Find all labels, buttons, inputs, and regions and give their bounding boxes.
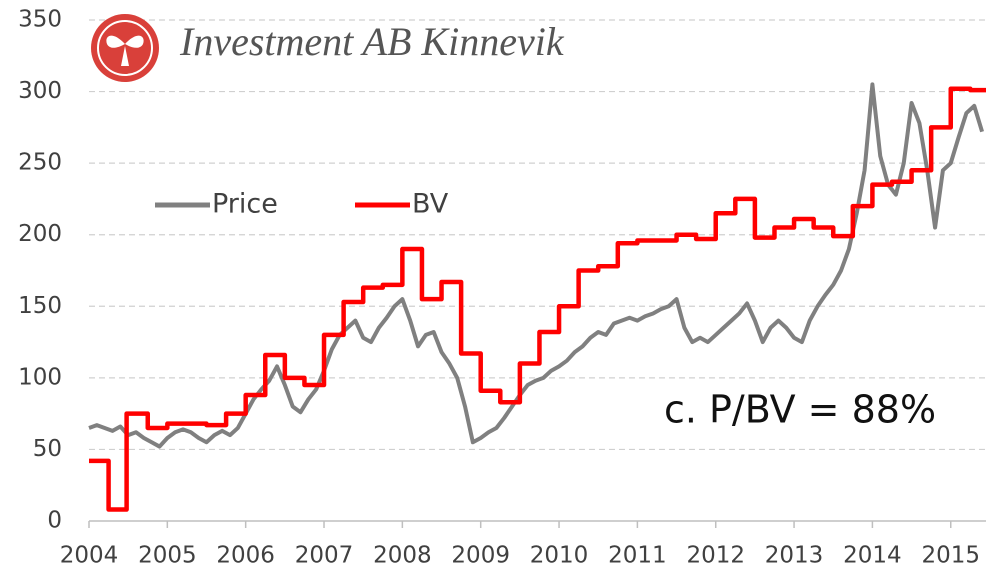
x-tick-label: 2014 — [843, 543, 902, 569]
y-tick-label: 150 — [18, 293, 62, 319]
x-tick-label: 2006 — [216, 543, 275, 569]
series-line — [88, 82, 984, 449]
series-line — [89, 86, 986, 512]
x-tick-label: 2007 — [295, 543, 354, 569]
logo — [91, 14, 159, 82]
x-tick-label: 2008 — [373, 543, 432, 569]
logo-ring — [97, 20, 153, 76]
chart-title: Investment AB Kinnevik — [179, 19, 565, 64]
x-tick-label: 2009 — [451, 543, 510, 569]
x-tick-label: 2010 — [530, 543, 589, 569]
x-tick-label: 2015 — [921, 543, 980, 569]
legend-label: BV — [412, 189, 449, 220]
annotation: c. P/BV = 88% — [664, 388, 936, 432]
y-tick-label: 200 — [18, 221, 62, 247]
legend-label: Price — [212, 189, 278, 220]
y-tick-label: 250 — [18, 150, 62, 176]
logo-symbol — [106, 35, 144, 66]
y-tick-label: 50 — [33, 436, 62, 462]
x-tick-label: 2013 — [765, 543, 824, 569]
x-tick-label: 2005 — [138, 543, 197, 569]
y-tick-label: 300 — [18, 78, 62, 104]
y-tick-label: 350 — [18, 7, 62, 33]
x-tick-label: 2004 — [60, 543, 119, 569]
y-tick-label: 100 — [18, 364, 62, 390]
x-tick-label: 2012 — [686, 543, 745, 569]
y-tick-label: 0 — [47, 508, 62, 534]
x-tick-label: 2011 — [608, 543, 667, 569]
